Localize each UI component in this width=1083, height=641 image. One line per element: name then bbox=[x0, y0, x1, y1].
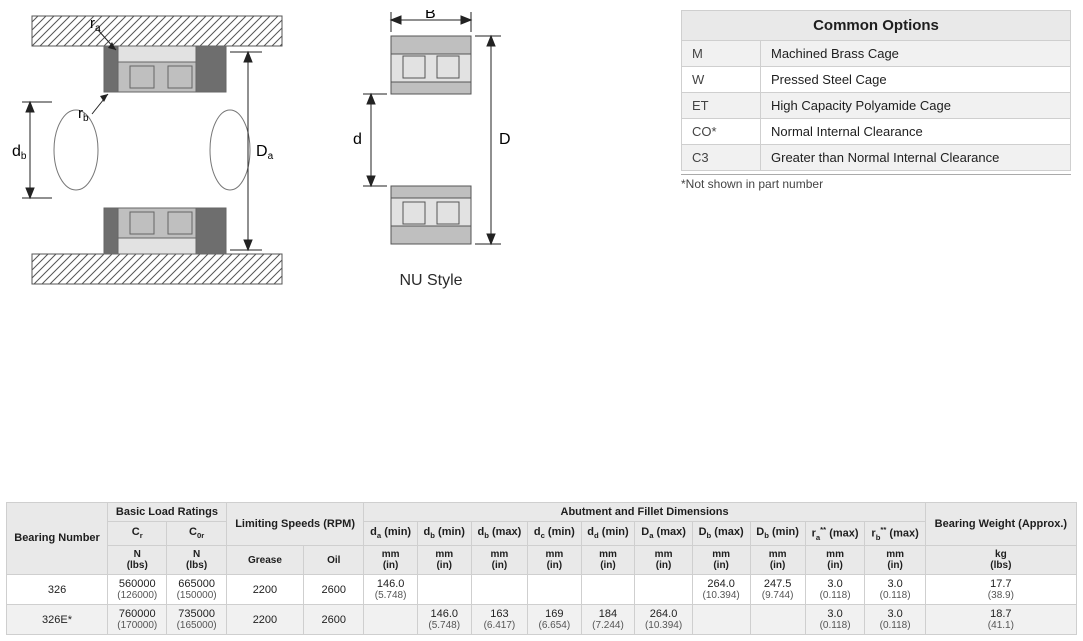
unit-mmin: mm(in) bbox=[581, 546, 635, 575]
col-basic-load: Basic Load Ratings bbox=[108, 503, 227, 522]
col-da-min: da (min) bbox=[364, 522, 417, 546]
data-table-wrap: Bearing Number Basic Load Ratings Limiti… bbox=[6, 502, 1077, 635]
nu-svg: B bbox=[341, 10, 521, 270]
unit-mmin: mm(in) bbox=[364, 546, 417, 575]
col-cr: Cr bbox=[108, 522, 167, 546]
option-row: CO*Normal Internal Clearance bbox=[682, 119, 1071, 145]
unit-oil: Oil bbox=[304, 546, 364, 575]
option-row: ETHigh Capacity Polyamide Cage bbox=[682, 93, 1071, 119]
col-limiting: Limiting Speeds (RPM) bbox=[226, 503, 364, 546]
col-rb-max: rb** (max) bbox=[865, 522, 925, 546]
label-Da: Da bbox=[256, 143, 274, 162]
nu-caption: NU Style bbox=[399, 272, 462, 290]
unit-mmin: mm(in) bbox=[471, 546, 527, 575]
col-db-min: db (min) bbox=[417, 522, 471, 546]
unit-mmin: mm(in) bbox=[528, 546, 581, 575]
top-row: Da db ra rb bbox=[12, 10, 1071, 290]
table-row: 326E* 760000(170000) 735000(165000) 2200… bbox=[7, 605, 1077, 635]
options-title: Common Options bbox=[682, 11, 1071, 41]
unit-mmin: mm(in) bbox=[750, 546, 805, 575]
table-row: 326 560000(126000) 665000(150000) 2200 2… bbox=[7, 575, 1077, 605]
option-row: MMachined Brass Cage bbox=[682, 41, 1071, 67]
col-Db-max: Db (max) bbox=[692, 522, 750, 546]
col-Da-max: Da (max) bbox=[635, 522, 692, 546]
col-abutment: Abutment and Fillet Dimensions bbox=[364, 503, 925, 522]
page-root: Da db ra rb bbox=[0, 0, 1083, 641]
col-c0r: C0r bbox=[167, 522, 226, 546]
unit-nlbs: N(lbs) bbox=[167, 546, 226, 575]
label-rb: rb bbox=[78, 105, 89, 124]
option-row: C3Greater than Normal Internal Clearance bbox=[682, 145, 1071, 171]
col-dd-min: dd (min) bbox=[581, 522, 635, 546]
col-dc-min: dc (min) bbox=[528, 522, 581, 546]
label-db: db bbox=[12, 143, 27, 162]
unit-mmin: mm(in) bbox=[635, 546, 692, 575]
col-weight: Bearing Weight (Approx.) bbox=[925, 503, 1076, 546]
label-B: B bbox=[425, 10, 436, 22]
options-panel: Common Options MMachined Brass Cage WPre… bbox=[681, 10, 1071, 191]
abutment-svg: Da db ra rb bbox=[12, 10, 302, 290]
label-d: d bbox=[353, 131, 362, 148]
option-row: WPressed Steel Cage bbox=[682, 67, 1071, 93]
unit-grease: Grease bbox=[226, 546, 303, 575]
drawing-abutment: Da db ra rb bbox=[12, 10, 302, 290]
options-footnote: *Not shown in part number bbox=[681, 174, 1071, 191]
unit-mmin: mm(in) bbox=[417, 546, 471, 575]
unit-mmin: mm(in) bbox=[865, 546, 925, 575]
col-db-max: db (max) bbox=[471, 522, 527, 546]
options-table: Common Options MMachined Brass Cage WPre… bbox=[681, 10, 1071, 171]
col-Db-min: Db (min) bbox=[750, 522, 805, 546]
data-table: Bearing Number Basic Load Ratings Limiti… bbox=[6, 502, 1077, 635]
drawing-nu: B bbox=[336, 10, 526, 290]
unit-kglbs: kg(lbs) bbox=[925, 546, 1076, 575]
col-ra-max: ra** (max) bbox=[805, 522, 865, 546]
unit-nlbs: N(lbs) bbox=[108, 546, 167, 575]
col-bearing-number: Bearing Number bbox=[7, 503, 108, 575]
unit-mmin: mm(in) bbox=[692, 546, 750, 575]
label-D: D bbox=[499, 131, 511, 148]
unit-mmin: mm(in) bbox=[805, 546, 865, 575]
